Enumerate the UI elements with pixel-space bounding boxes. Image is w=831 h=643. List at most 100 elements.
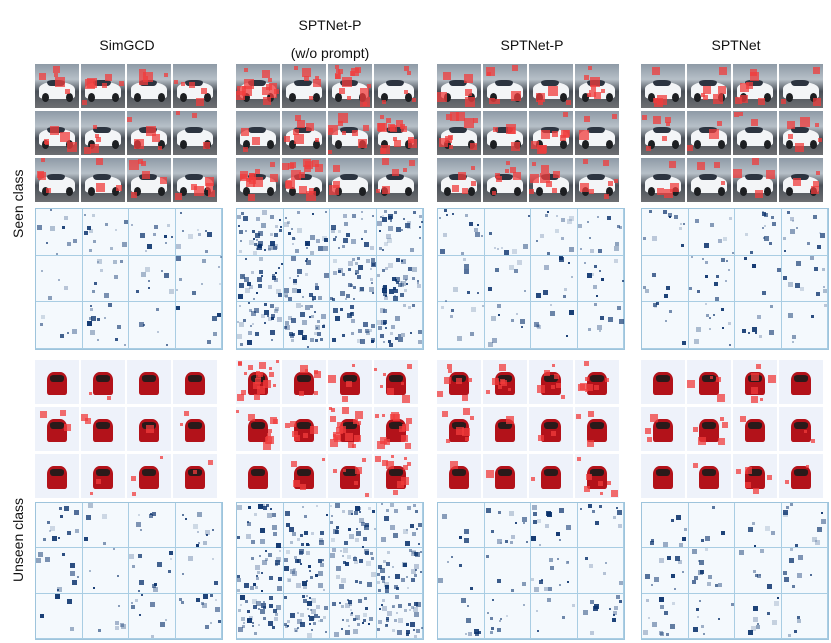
attention-dot (613, 246, 619, 251)
attention-dot (310, 315, 314, 319)
attention-dot (86, 226, 91, 230)
unseen-image-cell (437, 360, 481, 404)
attention-dot (355, 261, 358, 265)
attention-dot (213, 581, 218, 586)
attention-dot (202, 541, 207, 545)
attention-highlight (330, 416, 336, 422)
attention-dot (343, 238, 348, 243)
attention-dot (305, 247, 308, 249)
attention-dot (675, 556, 680, 562)
attention-dot (348, 624, 350, 627)
attention-dot (691, 549, 697, 555)
attention-highlight (309, 191, 313, 195)
attention-dot (365, 606, 368, 610)
attention-highlight (382, 100, 386, 104)
unseen-image-cell (641, 407, 685, 451)
attention-highlight (530, 174, 539, 183)
attention-dot (643, 285, 646, 289)
car-window-shape (340, 126, 358, 133)
attention-dot (317, 559, 322, 564)
attention-highlight (401, 382, 404, 385)
attention-highlight (382, 158, 389, 165)
attention-dot (380, 603, 383, 606)
attention-highlight (205, 177, 214, 186)
attention-dot (339, 584, 344, 590)
column-title-sptnet-p: SPTNet-P (437, 36, 627, 54)
attention-highlight (733, 169, 742, 178)
attention-dot (166, 344, 168, 347)
attention-dot (618, 226, 622, 229)
attention-highlight (492, 378, 499, 385)
attention-highlight (355, 411, 363, 419)
attention-dot (239, 230, 243, 234)
attention-dot (406, 587, 409, 590)
attention-dot (409, 332, 412, 335)
attention-dot (418, 226, 421, 228)
attention-dot (242, 274, 244, 277)
attention-dot (411, 276, 415, 280)
attention-dot (413, 564, 419, 570)
attention-highlight (394, 140, 401, 147)
seen-image-cell (81, 64, 125, 108)
attention-dot (55, 593, 60, 599)
attention-highlight (590, 77, 600, 87)
attention-highlight (295, 115, 301, 121)
attention-dot (97, 628, 101, 632)
attention-dot (217, 619, 221, 623)
attention-highlight (353, 419, 358, 424)
attention-dot (547, 211, 549, 213)
attention-dot (112, 259, 117, 264)
seen-image-cell (282, 111, 326, 155)
attention-dot (309, 338, 314, 343)
car-wheel-shape (88, 93, 96, 102)
attention-dot (762, 227, 764, 229)
attention-dot (385, 509, 389, 512)
attention-dot (291, 571, 297, 577)
attention-highlight (405, 443, 411, 449)
attention-highlight (760, 398, 763, 401)
attention-dot (383, 295, 388, 300)
attention-highlight (553, 171, 560, 178)
attention-dot (341, 604, 344, 608)
attention-map-cell (237, 255, 284, 303)
attention-dot (272, 513, 276, 517)
attention-dot (96, 318, 100, 322)
car-window-shape (791, 79, 809, 86)
attention-dot (253, 251, 257, 255)
attention-dot (411, 304, 415, 308)
attention-dot (314, 285, 319, 290)
attention-dot (307, 544, 310, 546)
attention-dot (556, 215, 558, 217)
attention-dot (599, 316, 604, 321)
attention-highlight (458, 172, 466, 180)
attention-dot (303, 531, 308, 535)
attention-dot (788, 558, 794, 564)
attention-dot (700, 539, 704, 542)
car-window-shape (587, 173, 605, 180)
attention-highlight (766, 170, 775, 179)
attention-dot (331, 515, 333, 517)
attention-dot (499, 542, 502, 544)
attention-dot (446, 214, 448, 216)
attention-dot (406, 221, 411, 225)
attention-dot (388, 343, 393, 348)
attention-dot (284, 325, 290, 331)
attention-dot (187, 234, 193, 239)
seen-image-cell (127, 158, 171, 202)
attention-dot (367, 582, 372, 588)
attention-dot (260, 539, 265, 544)
car-wheel-shape (694, 187, 702, 196)
attention-dot (797, 555, 803, 561)
attention-highlight (306, 191, 316, 201)
attention-dot (288, 276, 291, 279)
red-car-window-shape (656, 468, 670, 476)
attention-dot (621, 279, 624, 282)
attention-dot (83, 231, 88, 235)
attention-dot (114, 229, 117, 231)
attention-highlight (531, 141, 539, 149)
attention-dot (253, 583, 256, 587)
car-wheel-shape (717, 187, 725, 196)
seen-image-panel (236, 64, 422, 202)
attention-highlight (740, 83, 749, 92)
attention-dot (275, 612, 278, 616)
